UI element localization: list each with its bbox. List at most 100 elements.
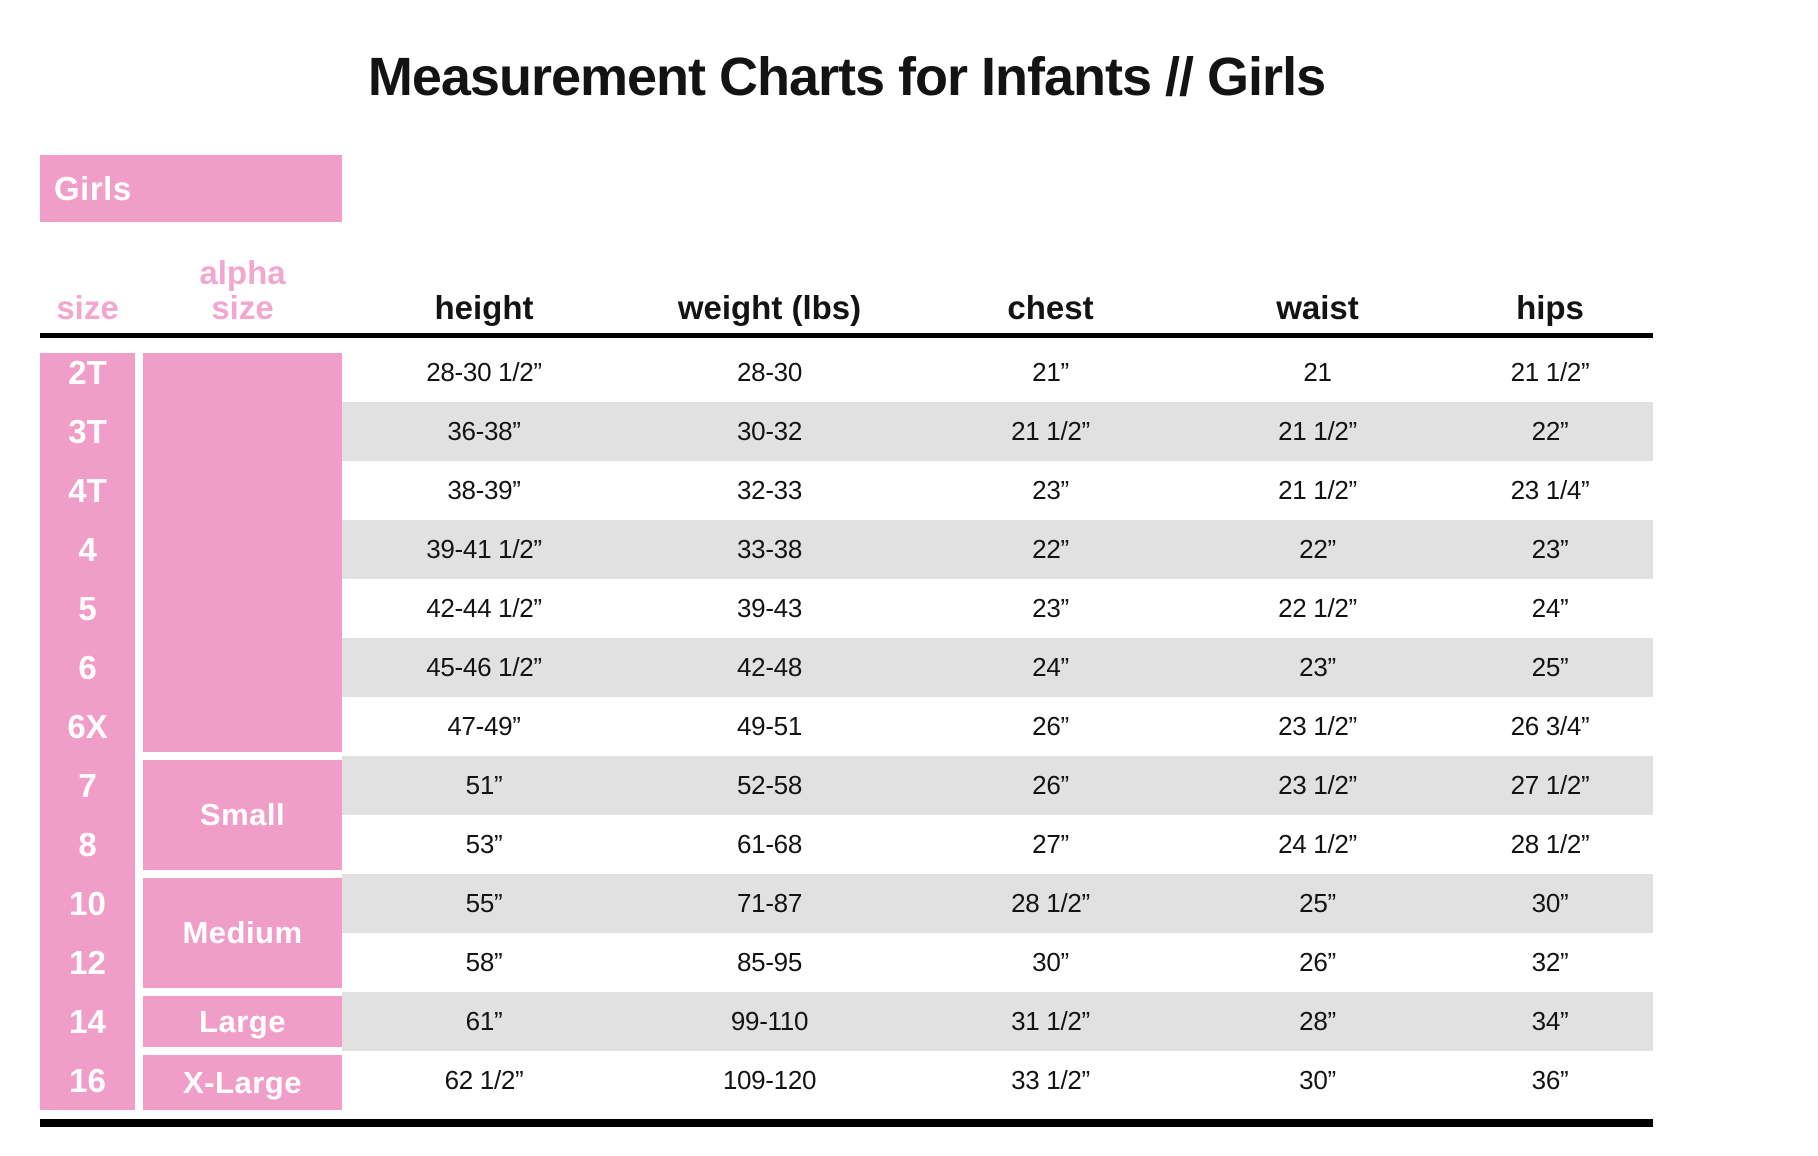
hips-cell: 36” bbox=[1531, 1065, 1569, 1095]
chest-cell: 21” bbox=[1032, 357, 1069, 387]
hips-column-header: hips bbox=[1516, 289, 1584, 327]
weight-cell: 109-120 bbox=[722, 1065, 817, 1095]
alpha-group-small: Small bbox=[143, 760, 342, 870]
alpha-size-column-header: alpha size bbox=[143, 253, 342, 333]
height-cell: 58” bbox=[465, 947, 503, 977]
size-label: 12 bbox=[69, 944, 106, 981]
size-label: 6X bbox=[67, 708, 108, 745]
alpha-group-label: Small bbox=[199, 797, 286, 832]
size-label: 4T bbox=[68, 472, 107, 509]
alpha-group-label: Large bbox=[199, 1003, 286, 1039]
weight-cell: 85-95 bbox=[737, 947, 802, 977]
waist-cell: 22 1/2” bbox=[1278, 593, 1357, 623]
table-row: 62 1/2” 109-120 33 1/2” 30” 36” bbox=[342, 1051, 1653, 1110]
hips-cell: 30” bbox=[1531, 888, 1569, 918]
height-cell: 42-44 1/2” bbox=[426, 593, 542, 623]
height-cell: 55” bbox=[465, 888, 503, 918]
chest-cell: 31 1/2” bbox=[1011, 1006, 1090, 1036]
hips-cell: 24” bbox=[1531, 593, 1569, 623]
hips-cell: 32” bbox=[1531, 947, 1569, 977]
height-cell: 51” bbox=[465, 770, 503, 800]
hips-cell: 25” bbox=[1531, 652, 1569, 682]
table-bottom-rule bbox=[40, 1119, 1653, 1127]
weight-column-header: weight (lbs) bbox=[677, 289, 862, 327]
alpha-group-label: Medium bbox=[182, 915, 303, 950]
waist-cell: 21 1/2” bbox=[1278, 475, 1357, 505]
waist-cell: 24 1/2” bbox=[1278, 829, 1357, 859]
height-cell: 39-41 1/2” bbox=[426, 534, 542, 564]
height-cell: 28-30 1/2” bbox=[426, 357, 542, 387]
hips-cell: 26 3/4” bbox=[1510, 711, 1590, 741]
data-rows: 28-30 1/2” 28-30 21” 21 21 1/2” 36-38” 30-32 21… bbox=[342, 343, 1653, 1110]
hips-cell: 22” bbox=[1531, 416, 1569, 446]
chest-cell: 23” bbox=[1032, 593, 1069, 623]
alpha-size-column-header-text: alpha size bbox=[199, 253, 286, 327]
table-body: 2T 3T 4T 4 5 6 6X 7 8 10 12 14 16 Small Medium Large X-… bbox=[40, 343, 1653, 1110]
size-label: 4 bbox=[78, 531, 97, 568]
waist-column-header: waist bbox=[1276, 289, 1359, 327]
size-label: 7 bbox=[78, 767, 97, 804]
weight-cell: 99-110 bbox=[730, 1006, 809, 1036]
height-cell: 38-39” bbox=[447, 475, 521, 505]
waist-cell: 22” bbox=[1299, 534, 1336, 564]
weight-cell: 30-32 bbox=[737, 416, 802, 446]
table-row: 28-30 1/2” 28-30 21” 21 21 1/2” bbox=[342, 343, 1653, 402]
weight-cell: 49-51 bbox=[737, 711, 802, 741]
height-cell: 53” bbox=[465, 829, 503, 859]
hips-cell: 21 1/2” bbox=[1510, 357, 1590, 387]
chest-cell: 27” bbox=[1032, 829, 1069, 859]
weight-cell: 61-68 bbox=[737, 829, 802, 859]
height-cell: 36-38” bbox=[447, 416, 521, 446]
girls-category-label: Girls bbox=[54, 169, 132, 207]
size-label: 2T bbox=[68, 354, 107, 391]
page-title: Measurement Charts for Infants // Girls bbox=[367, 47, 1326, 107]
waist-cell: 23” bbox=[1299, 652, 1336, 682]
size-label: 10 bbox=[69, 885, 106, 922]
hips-cell: 34” bbox=[1531, 1006, 1569, 1036]
table-row: 38-39” 32-33 23” 21 1/2” 23 1/4” bbox=[342, 461, 1653, 520]
weight-cell: 52-58 bbox=[737, 770, 802, 800]
girls-category-box: Girls bbox=[40, 155, 342, 222]
table-row: 58” 85-95 30” 26” 32” bbox=[342, 933, 1653, 992]
table-header: size alpha size height weight (lbs) ches… bbox=[40, 243, 1653, 338]
hips-cell: 23” bbox=[1531, 534, 1569, 564]
hips-cell: 23 1/4” bbox=[1510, 475, 1590, 505]
size-label: 3T bbox=[68, 413, 107, 450]
height-cell: 61” bbox=[465, 1006, 503, 1036]
chest-cell: 33 1/2” bbox=[1011, 1065, 1090, 1095]
table-row: 45-46 1/2” 42-48 24” 23” 25” bbox=[342, 638, 1653, 697]
alpha-size-column: Small Medium Large X-Large bbox=[143, 343, 342, 1110]
height-cell: 62 1/2” bbox=[444, 1065, 524, 1095]
size-column-header: size bbox=[56, 289, 119, 327]
chest-cell: 23” bbox=[1032, 475, 1069, 505]
size-label: 5 bbox=[78, 590, 97, 627]
weight-cell: 71-87 bbox=[737, 888, 802, 918]
weight-cell: 42-48 bbox=[737, 652, 802, 682]
table-row: 36-38” 30-32 21 1/2” 21 1/2” 22” bbox=[342, 402, 1653, 461]
waist-cell: 21 bbox=[1303, 357, 1332, 387]
chest-cell: 22” bbox=[1032, 534, 1069, 564]
waist-cell: 28” bbox=[1299, 1006, 1336, 1036]
hips-cell: 27 1/2” bbox=[1510, 770, 1590, 800]
hips-cell: 28 1/2” bbox=[1510, 829, 1590, 859]
height-cell: 45-46 1/2” bbox=[426, 652, 542, 682]
weight-cell: 33-38 bbox=[737, 534, 802, 564]
weight-cell: 32-33 bbox=[737, 475, 802, 505]
chest-cell: 21 1/2” bbox=[1011, 416, 1090, 446]
chest-cell: 26” bbox=[1032, 711, 1069, 741]
chest-cell: 30” bbox=[1032, 947, 1069, 977]
table-row: 42-44 1/2” 39-43 23” 22 1/2” 24” bbox=[342, 579, 1653, 638]
chest-cell: 24” bbox=[1032, 652, 1069, 682]
chest-column-header: chest bbox=[1007, 289, 1094, 327]
waist-cell: 21 1/2” bbox=[1278, 416, 1357, 446]
alpha-group-x-large: X-Large bbox=[143, 1055, 342, 1110]
table-row: 51” 52-58 26” 23 1/2” 27 1/2” bbox=[342, 756, 1653, 815]
chest-cell: 28 1/2” bbox=[1011, 888, 1090, 918]
size-label: 8 bbox=[78, 826, 97, 863]
waist-cell: 26” bbox=[1299, 947, 1336, 977]
chest-cell: 26” bbox=[1032, 770, 1069, 800]
table-row: 61” 99-110 31 1/2” 28” 34” bbox=[342, 992, 1653, 1051]
alpha-group-medium: Medium bbox=[143, 878, 342, 988]
size-label: 6 bbox=[78, 649, 97, 686]
